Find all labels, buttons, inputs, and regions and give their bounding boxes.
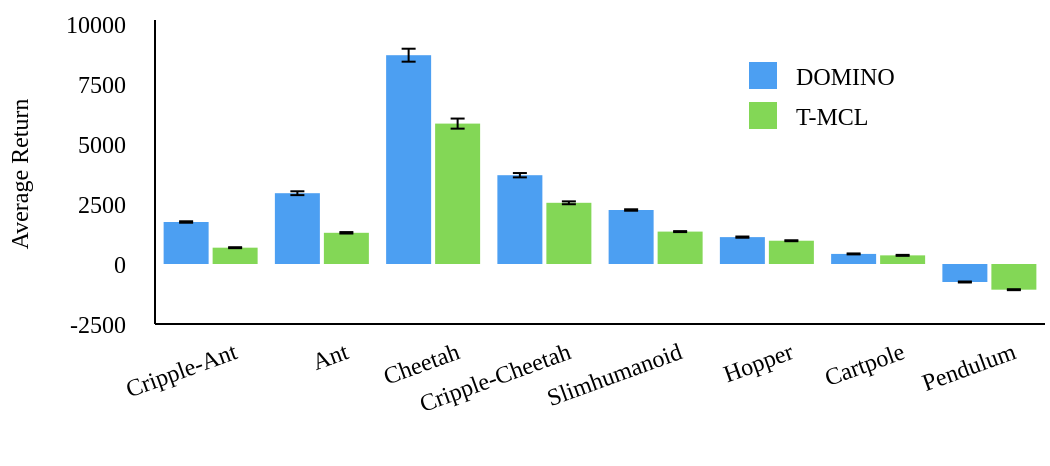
bar-t-mcl-cripple-cheetah	[546, 202, 592, 264]
bar-t-mcl-cartpole	[880, 255, 926, 264]
error-bar	[179, 220, 194, 224]
error-bar	[957, 280, 972, 284]
y-tick-label: -2500	[70, 313, 126, 339]
y-tick-label: 5000	[78, 133, 126, 159]
error-bar	[784, 239, 799, 243]
bar-t-mcl-pendulum	[991, 264, 1037, 290]
bar-domino-slimhumanoid	[608, 210, 654, 264]
error-bar	[339, 231, 354, 235]
error-bar	[290, 190, 305, 197]
legend-label: T-MCL	[796, 105, 868, 131]
y-tick-labels: 10000 7500 5000 2500 0 -2500	[66, 13, 126, 339]
x-tick-label: Cripple-Ant	[123, 339, 241, 403]
error-bars	[179, 47, 1021, 292]
y-axis-label: Average Return	[8, 99, 34, 250]
x-tick-label: Ant	[309, 339, 352, 376]
y-tick-label: 7500	[78, 73, 126, 99]
x-tick-label: Hopper	[720, 339, 797, 388]
error-bar	[561, 200, 576, 206]
error-bar	[673, 230, 688, 234]
error-bar	[1006, 288, 1021, 292]
bar-series	[163, 55, 1037, 290]
bar-t-mcl-cheetah	[435, 123, 481, 264]
error-bar	[228, 246, 243, 250]
error-bar	[895, 253, 910, 257]
error-bar	[624, 208, 639, 212]
x-tick-label: Cartpole	[822, 339, 909, 392]
error-bar	[401, 47, 416, 63]
x-tick-label: Pendulum	[919, 339, 1020, 397]
bar-domino-cheetah	[386, 55, 432, 265]
error-bar	[846, 252, 861, 256]
bar-t-mcl-hopper	[768, 240, 814, 264]
error-bar	[735, 235, 750, 239]
y-tick-label: 10000	[66, 13, 126, 39]
bar-domino-ant	[274, 193, 320, 264]
legend-swatch	[749, 62, 777, 89]
legend: DOMINO T-MCL	[749, 62, 895, 131]
error-bar	[512, 172, 527, 179]
legend-swatch	[749, 102, 777, 129]
bar-t-mcl-ant	[323, 232, 369, 264]
bar-domino-pendulum	[942, 264, 988, 282]
x-tick-labels: Cripple-Ant Ant CheetahCripple-CheetahSlim…	[123, 339, 1020, 418]
error-bar	[450, 117, 465, 130]
y-tick-label: 0	[114, 253, 126, 279]
bar-t-mcl-cripple-ant	[212, 247, 258, 264]
legend-label: DOMINO	[796, 65, 895, 91]
y-tick-label: 2500	[78, 193, 126, 219]
bar-domino-cripple-ant	[163, 222, 209, 264]
bar-domino-hopper	[719, 237, 765, 264]
bar-domino-cripple-cheetah	[497, 175, 543, 264]
bar-t-mcl-slimhumanoid	[657, 231, 703, 264]
bar-domino-cartpole	[831, 253, 877, 264]
